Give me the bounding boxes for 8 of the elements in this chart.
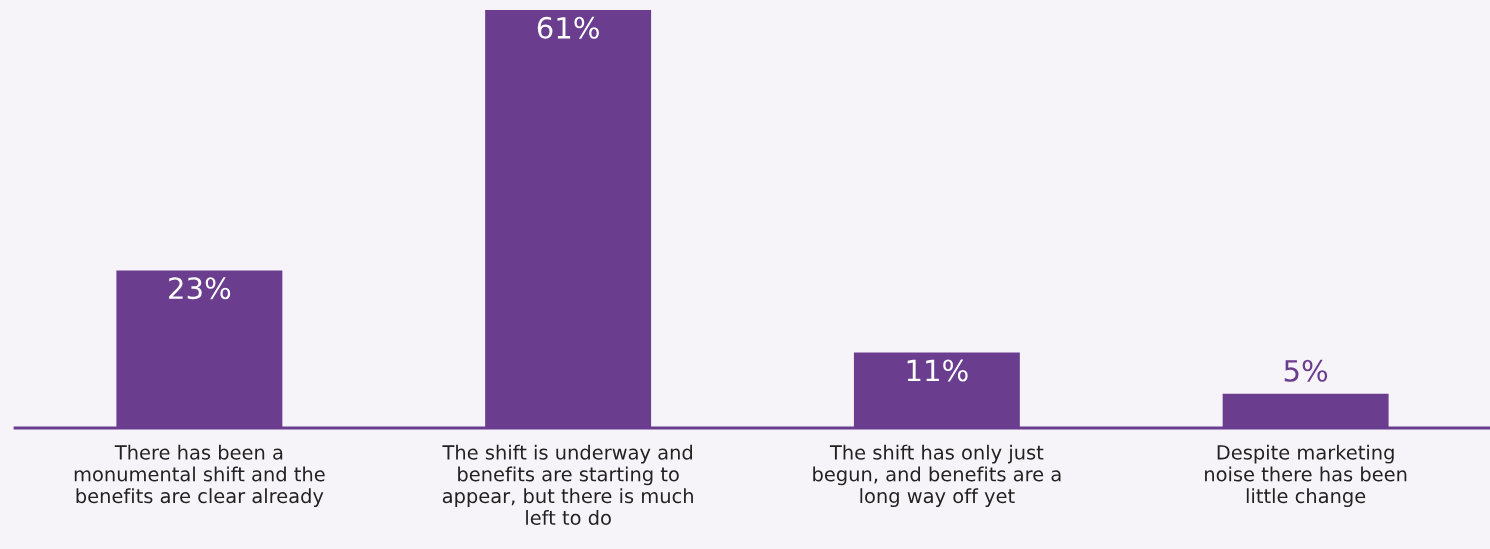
x-tick-label: Despite marketing noise there has been little change <box>1205 444 1407 508</box>
data-label: 11% <box>907 359 968 382</box>
x-tick-label: The shift is underway and benefits are starting to appear, but there is much left to do <box>442 444 693 526</box>
x-tick-label: There has been a monumental shift and the benefits are clear already <box>74 444 325 508</box>
data-label: 5% <box>1284 359 1328 382</box>
data-label: 61% <box>537 16 599 39</box>
data-label: 23% <box>169 277 231 300</box>
x-tick-label: The shift has only just begun, and benefits are a long way off yet <box>813 444 1061 508</box>
